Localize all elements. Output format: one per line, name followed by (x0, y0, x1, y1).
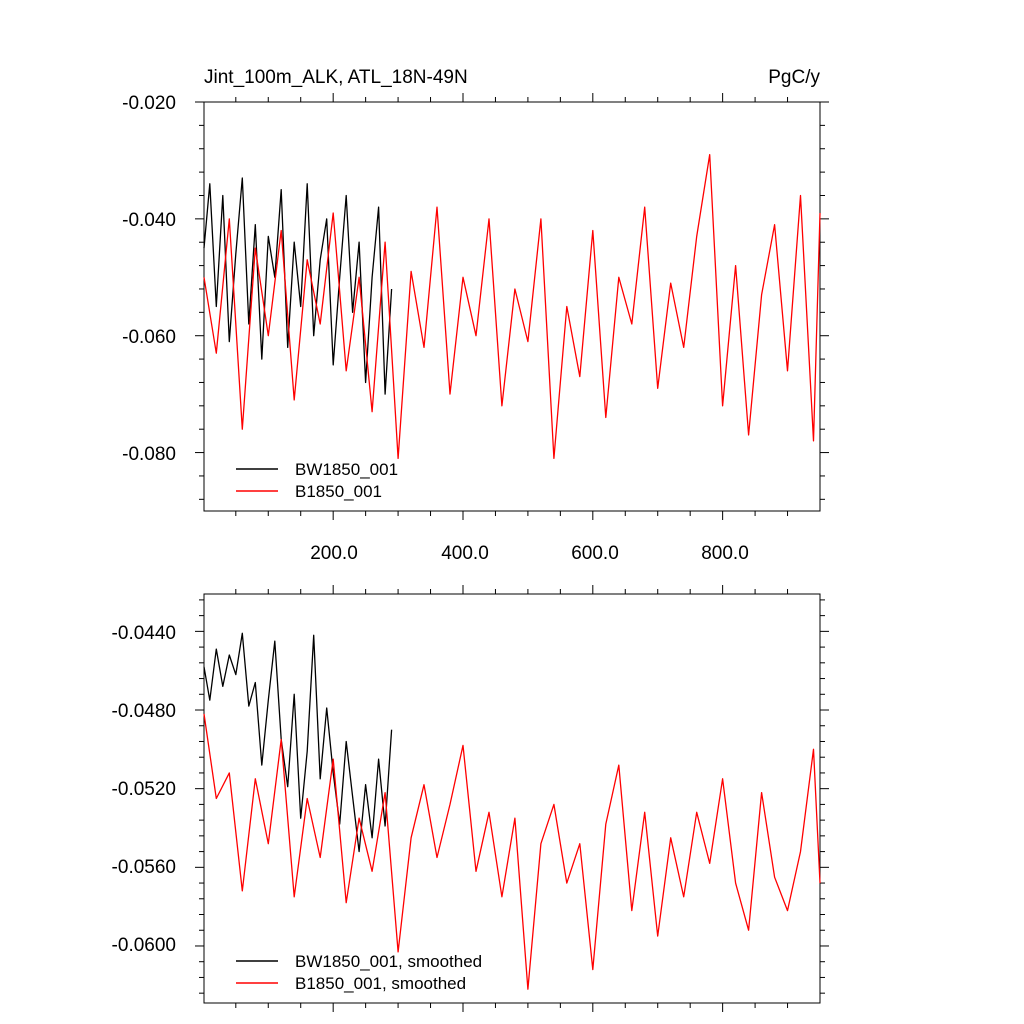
series-line-1 (203, 153, 821, 460)
legend: BW1850_001 B1850_001 (236, 460, 398, 501)
y-tick-label: -0.060 (122, 327, 176, 348)
legend-label-b1850: B1850_001 (295, 482, 382, 501)
panel-title: Jint_100m_ALK, ATL_18N-49N (204, 67, 468, 88)
series-lines (203, 632, 821, 990)
x-tick-labels: 200.0 400.0 600.0 800.0 (310, 543, 749, 564)
legend: BW1850_001, smoothed B1850_001, smoothed (236, 952, 482, 993)
tick-marks (195, 585, 829, 1012)
tick-marks (195, 93, 829, 520)
y-tick-labels: -0.080 -0.060 -0.040 -0.020 (122, 93, 176, 465)
x-tick-label: 600.0 (571, 543, 619, 564)
series-line-0 (203, 632, 393, 853)
series-lines (203, 153, 821, 460)
legend-label-bw1850-smoothed: BW1850_001, smoothed (295, 952, 482, 971)
plot-frame (203, 101, 821, 512)
y-tick-label: -0.0560 (112, 857, 176, 878)
y-tick-label: -0.020 (122, 93, 176, 114)
bottom-panel: -0.0600 -0.0560 -0.0520 -0.0480 -0.0440 … (112, 585, 829, 1012)
y-tick-label: -0.040 (122, 210, 176, 231)
x-tick-label: 200.0 (310, 543, 358, 564)
y-tick-label: -0.0480 (112, 701, 176, 722)
plot-frame (203, 593, 821, 1004)
legend-label-bw1850: BW1850_001 (295, 460, 398, 479)
panel-units: PgC/y (768, 67, 820, 88)
series-line-1 (203, 713, 821, 990)
y-tick-label: -0.0520 (112, 779, 176, 800)
y-tick-label: -0.080 (122, 444, 176, 465)
x-tick-label: 800.0 (701, 543, 749, 564)
x-tick-label: 400.0 (441, 543, 489, 564)
y-tick-label: -0.0440 (112, 623, 176, 644)
y-tick-labels: -0.0600 -0.0560 -0.0520 -0.0480 -0.0440 (112, 623, 176, 956)
series-line-0 (203, 177, 393, 395)
y-tick-label: -0.0600 (112, 935, 176, 956)
legend-label-b1850-smoothed: B1850_001, smoothed (295, 974, 466, 993)
top-panel: Jint_100m_ALK, ATL_18N-49N PgC/y -0.080 … (122, 67, 829, 564)
